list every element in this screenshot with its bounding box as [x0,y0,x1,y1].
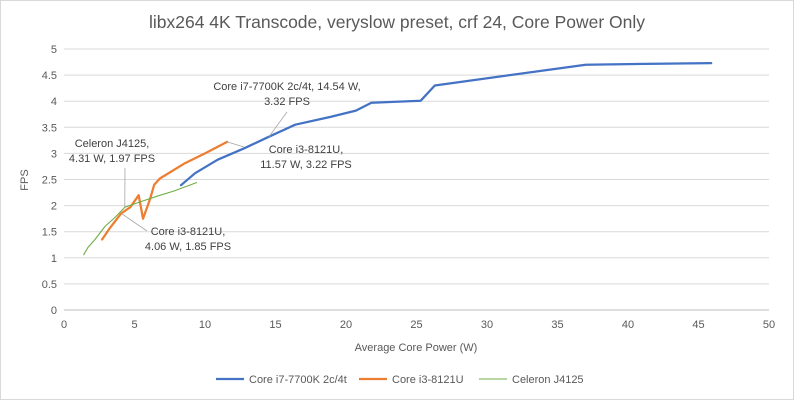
y-tick-label: 3 [51,148,57,160]
x-tick-label: 50 [763,319,775,331]
x-tick-label: 35 [551,319,563,331]
x-tick-label: 45 [692,319,704,331]
y-tick-label: 0 [51,305,57,317]
y-tick-label: 4 [51,96,57,108]
x-tick-label: 40 [622,319,634,331]
y-tick-label: 1 [51,253,57,265]
chart-title: libx264 4K Transcode, veryslow preset, c… [149,12,645,32]
x-tick-label: 30 [481,319,493,331]
y-tick-label: 4.5 [42,70,57,82]
y-tick-label: 0.5 [42,279,57,291]
x-tick-label: 10 [199,319,211,331]
callout-label: 11.57 W, 3.22 FPS [260,159,352,171]
x-tick-label: 0 [61,319,67,331]
callout-label: 4.06 W, 1.85 FPS [145,241,231,253]
callout-label: Core i7-7700K 2c/4t, 14.54 W, [213,81,360,93]
callout-label: 4.31 W, 1.97 FPS [69,153,155,165]
x-tick-label: 15 [269,319,281,331]
legend-label-2: Core i3-8121U [392,374,464,386]
y-axis-label: FPS [19,169,31,190]
x-tick-label: 20 [340,319,352,331]
legend-label-1: Core i7-7700K 2c/4t [249,374,347,386]
legend: Core i7-7700K 2c/4t Core i3-8121U Celeron … [216,374,584,386]
x-tick-label: 5 [131,319,137,331]
y-tick-label: 5 [51,44,57,56]
callout-label: Celeron J4125, [75,138,150,150]
callout-leader-line [227,142,244,147]
legend-label-3: Celeron J4125 [512,374,584,386]
y-tick-label: 1.5 [42,227,57,239]
callout-label: Core i3-8121U, [269,144,344,156]
callout-label: 3.32 FPS [264,96,310,108]
callout-label: Core i3-8121U, [151,226,226,238]
data-callouts: Core i7-7700K 2c/4t, 14.54 W, 3.32 FPS Cor… [69,81,361,253]
x-axis-label: Average Core Power (W) [355,342,478,354]
y-tick-label: 2 [51,201,57,213]
y-tick-label: 3.5 [42,122,57,134]
x-tick-label: 25 [410,319,422,331]
y-tick-label: 2.5 [42,175,57,187]
gridlines [64,49,769,310]
